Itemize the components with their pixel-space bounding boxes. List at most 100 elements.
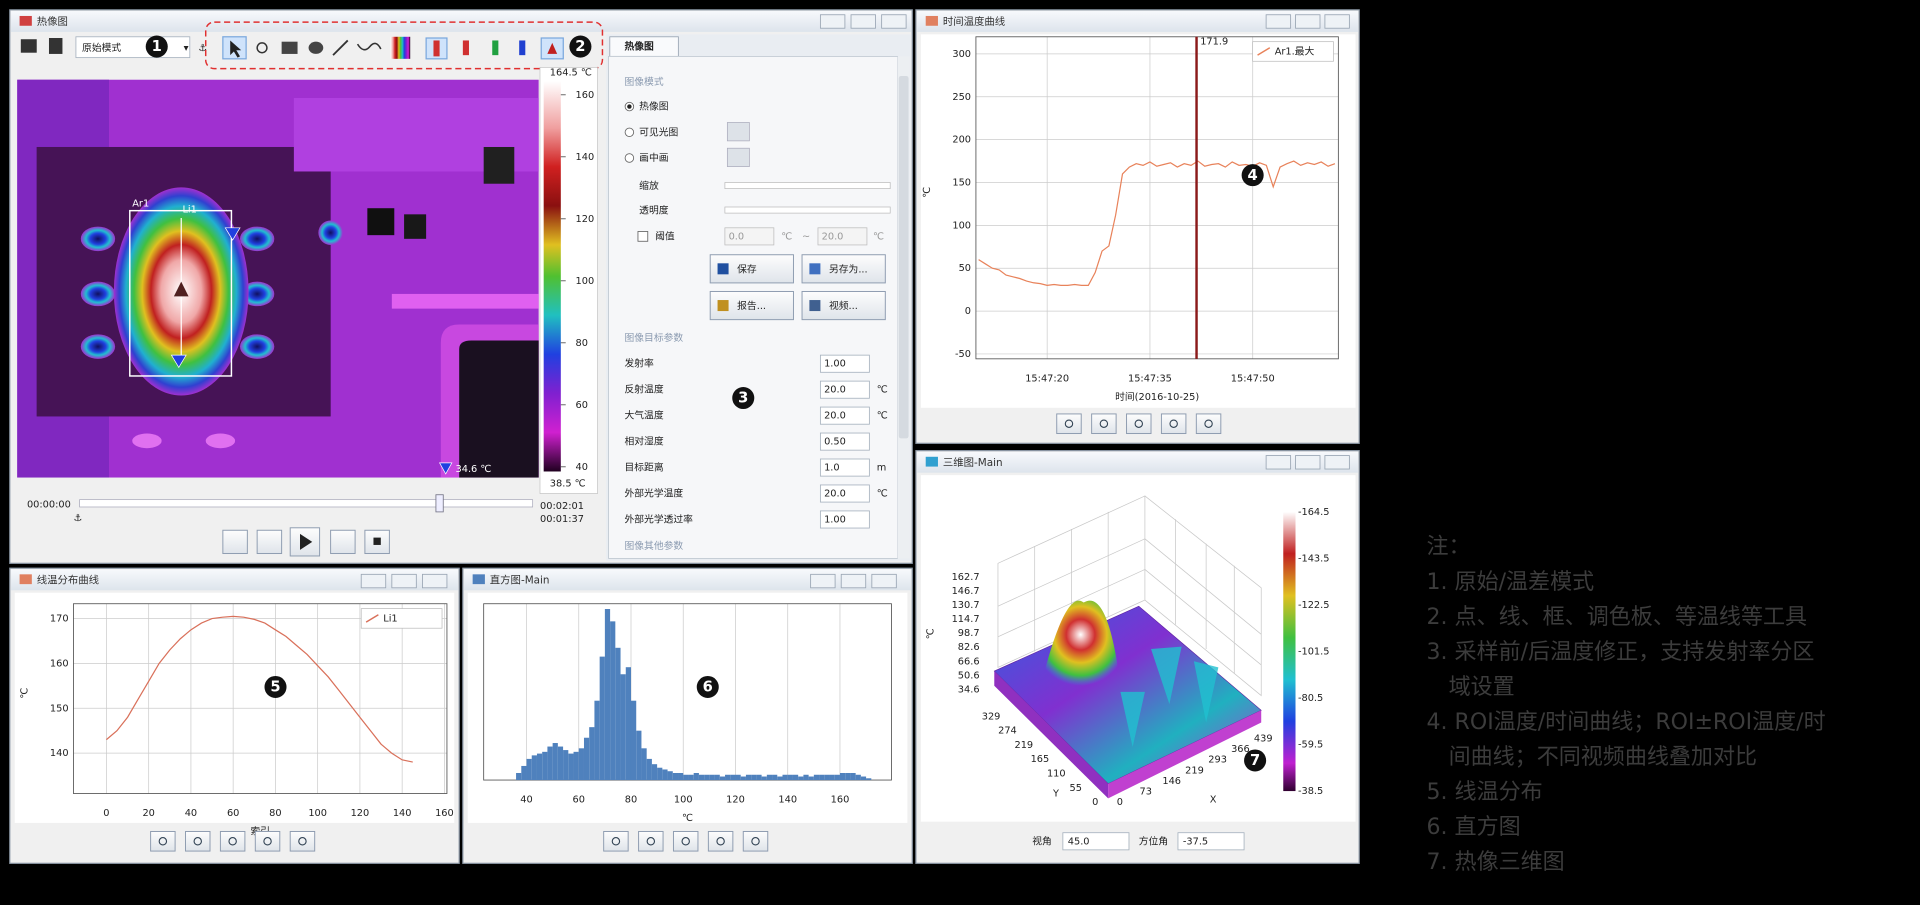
histogram-bar	[782, 774, 788, 781]
ellipse-tool[interactable]	[308, 41, 324, 54]
minimize[interactable]	[819, 14, 846, 29]
button-label: 另存为...	[829, 262, 868, 275]
opacity-slider[interactable]	[724, 206, 891, 214]
save-icon[interactable]	[48, 38, 63, 54]
tool-button[interactable]	[1126, 413, 1152, 435]
tool-button[interactable]	[1160, 413, 1187, 435]
radio-label: 可见光图	[639, 125, 678, 138]
iso-below[interactable]	[519, 40, 526, 56]
histogram-bar	[516, 772, 522, 781]
histogram-bar	[766, 774, 773, 781]
param-value: 20.0	[824, 489, 846, 500]
param-input[interactable]	[819, 432, 870, 451]
maximize[interactable]	[850, 14, 876, 29]
colorbar-tick-label: 140	[576, 152, 595, 163]
x-tick-label: 219	[1185, 765, 1204, 776]
y-tick-label: 150	[50, 703, 69, 714]
histogram-bar	[845, 772, 851, 781]
timeline-thumb[interactable]	[435, 494, 444, 513]
timeline-track[interactable]	[79, 499, 534, 508]
param-input[interactable]	[819, 458, 870, 477]
param-input[interactable]	[819, 484, 870, 503]
checkbox[interactable]	[637, 231, 649, 242]
tool-button[interactable]	[219, 830, 246, 852]
tool-button[interactable]	[742, 830, 769, 852]
unit: ℃	[781, 231, 792, 242]
azimuth-input[interactable]	[1177, 832, 1245, 851]
param-input[interactable]	[819, 354, 870, 373]
tool-button[interactable]	[638, 830, 664, 852]
tool-button[interactable]	[672, 830, 699, 852]
step-back[interactable]	[256, 529, 283, 555]
cursor-value: 171.9	[1200, 37, 1228, 48]
step-forward[interactable]	[330, 529, 356, 555]
maximize[interactable]	[1295, 14, 1321, 29]
threshold-high-input[interactable]	[817, 227, 868, 246]
image-button[interactable]	[726, 147, 750, 167]
replay[interactable]	[222, 529, 248, 555]
x-tick-label: 40	[520, 795, 532, 806]
iso-between[interactable]	[492, 40, 499, 56]
tool-button[interactable]	[707, 830, 734, 852]
close[interactable]	[1324, 14, 1350, 29]
point-tool[interactable]	[256, 42, 268, 54]
threshold-low-input[interactable]	[724, 227, 775, 246]
tool-button[interactable]	[254, 830, 281, 852]
tool-button[interactable]	[1195, 413, 1222, 435]
anchor-icon[interactable]: ⚓	[198, 43, 207, 54]
image-button[interactable]	[726, 122, 750, 142]
note-line: 域设置	[1449, 675, 1515, 700]
x-tick-label: 60	[227, 808, 239, 819]
minimize[interactable]	[1265, 455, 1292, 470]
tool-icon	[228, 837, 237, 846]
minimize[interactable]	[810, 573, 836, 589]
param-label: 相对湿度	[624, 435, 663, 448]
close[interactable]	[1324, 455, 1350, 470]
tool-button[interactable]	[289, 830, 316, 852]
maximize[interactable]	[840, 573, 867, 589]
colorbar3d-label: -143.5	[1298, 553, 1330, 564]
histogram-bar	[531, 755, 537, 781]
param-input[interactable]	[819, 380, 870, 399]
y-tick-label: 55	[1070, 783, 1082, 794]
histogram-bar	[860, 776, 867, 781]
histogram-bar	[604, 609, 611, 781]
tool-button[interactable]	[185, 830, 211, 852]
tool-button[interactable]	[1091, 413, 1117, 435]
button-label: 视频...	[829, 299, 858, 312]
param-input[interactable]	[819, 510, 870, 529]
histogram-bar	[866, 778, 872, 781]
elevation-input[interactable]	[1062, 832, 1130, 851]
zoom-slider[interactable]	[724, 182, 891, 189]
tool-icon	[1134, 419, 1143, 428]
radio[interactable]	[624, 153, 635, 163]
maximize[interactable]	[1295, 455, 1321, 470]
zoom-label: 缩放	[639, 179, 659, 192]
tool-button[interactable]	[603, 830, 629, 852]
polyline-tool[interactable]	[356, 42, 382, 51]
histogram-bar	[662, 769, 668, 781]
iso-above[interactable]	[462, 40, 469, 56]
close[interactable]	[881, 14, 907, 29]
maximize[interactable]	[391, 573, 417, 589]
minimize[interactable]	[360, 573, 387, 589]
histogram-bar	[719, 776, 726, 781]
surface-edge	[994, 671, 1109, 799]
open-icon[interactable]	[20, 39, 37, 53]
line-tool[interactable]	[332, 39, 349, 56]
close[interactable]	[871, 573, 897, 589]
temp-icon	[547, 42, 558, 54]
scroll-thumb[interactable]	[898, 75, 909, 439]
tool-button[interactable]	[150, 830, 176, 852]
rect-tool[interactable]	[281, 41, 298, 54]
histogram-bar	[683, 774, 689, 781]
close[interactable]	[422, 573, 448, 589]
param-input[interactable]	[819, 406, 870, 425]
y-tick-label: 160	[50, 658, 69, 669]
radio[interactable]	[624, 127, 635, 138]
x-tick-label: 15:47:20	[1025, 373, 1069, 384]
palette-tool[interactable]	[390, 36, 411, 59]
minimize[interactable]	[1265, 14, 1292, 29]
tool-icon	[1169, 419, 1178, 428]
tool-button[interactable]	[1056, 413, 1082, 435]
